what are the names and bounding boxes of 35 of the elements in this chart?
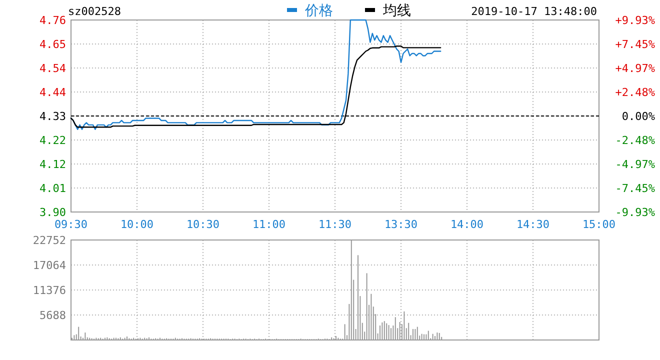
y2-tick-label: -7.45% bbox=[615, 182, 656, 196]
y-tick-label: 4.44 bbox=[40, 86, 66, 99]
y-tick-label: 4.65 bbox=[40, 38, 66, 51]
y-tick-label: 3.90 bbox=[40, 206, 66, 219]
y2-tick-label: -4.97% bbox=[615, 158, 656, 172]
y2-tick-label: -2.48% bbox=[615, 134, 656, 147]
x-tick-label: 13:30 bbox=[384, 218, 418, 231]
legend-label: 均线 bbox=[382, 3, 411, 19]
y2-tick-label: +7.45% bbox=[615, 38, 656, 51]
x-tick-label: 09:30 bbox=[54, 218, 88, 231]
legend-label: 价格 bbox=[304, 3, 333, 19]
x-tick-label: 10:30 bbox=[186, 218, 220, 231]
y-tick-label: 4.12 bbox=[40, 158, 66, 171]
y-tick-label: 4.76 bbox=[40, 14, 66, 27]
y-tick-label: 5688 bbox=[40, 309, 66, 322]
x-tick-label: 14:00 bbox=[450, 218, 484, 231]
x-tick-label: 11:00 bbox=[252, 218, 286, 231]
y2-tick-label: +9.93% bbox=[615, 14, 656, 27]
x-tick-label: 15:00 bbox=[582, 218, 616, 231]
y-tick-label: 4.54 bbox=[40, 62, 66, 75]
y-tick-label: 4.01 bbox=[40, 182, 66, 195]
y-tick-label: 22752 bbox=[32, 234, 66, 247]
y-tick-label: 17064 bbox=[32, 259, 66, 272]
chart-subtitle: 2019-10-17 13:48:00 bbox=[471, 5, 597, 18]
y2-tick-label: +4.97% bbox=[615, 62, 656, 75]
chart-title: sz002528 bbox=[68, 5, 121, 18]
x-tick-label: 14:30 bbox=[516, 218, 550, 231]
y-tick-label: 4.33 bbox=[40, 110, 66, 123]
y-tick-label: 4.22 bbox=[40, 134, 66, 147]
y-tick-label: 11376 bbox=[32, 284, 66, 297]
x-tick-label: 11:30 bbox=[318, 218, 352, 231]
y2-tick-label: 0.00% bbox=[622, 110, 656, 123]
y2-tick-label: -9.93% bbox=[615, 206, 656, 219]
y2-tick-label: +2.48% bbox=[615, 86, 656, 100]
x-tick-label: 10:00 bbox=[120, 218, 154, 231]
